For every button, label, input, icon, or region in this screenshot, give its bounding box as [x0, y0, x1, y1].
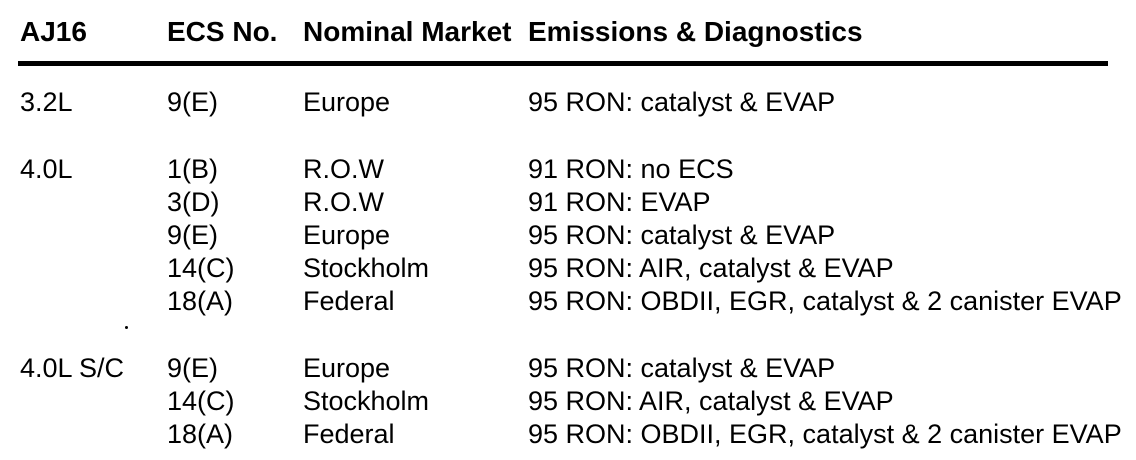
- engine-label: 4.0L S/C: [20, 353, 125, 383]
- ecs-no-cell: 9(E): [167, 220, 219, 250]
- emissions-cell: 95 RON: catalyst & EVAP: [528, 220, 836, 250]
- market-cell: Stockholm: [303, 386, 430, 416]
- engine-section-3-2l: 3.2L 9(E) Europe 95 RON: catalyst & EVAP: [0, 86, 1136, 119]
- table-body: 3.2L 9(E) Europe 95 RON: catalyst & EVAP…: [0, 86, 1136, 451]
- ecs-no-cell: 14(C): [167, 253, 235, 283]
- scan-speck-artifact: [125, 326, 128, 329]
- engine-label-empty: [20, 252, 167, 285]
- column-header-aj16: AJ16: [20, 16, 87, 47]
- table-row: 9(E) Europe 95 RON: catalyst & EVAP: [0, 219, 1136, 252]
- engine-label-empty: [20, 385, 167, 418]
- ecs-no-cell: 14(C): [167, 386, 235, 416]
- column-header-nominal-market: Nominal Market: [303, 16, 512, 47]
- engine-label-empty: [20, 186, 167, 219]
- column-header-emissions-diagnostics: Emissions & Diagnostics: [528, 16, 863, 47]
- engine-section-4-0l-sc: 4.0L S/C 9(E) Europe 95 RON: catalyst & …: [0, 352, 1136, 451]
- column-header-ecs-no: ECS No.: [167, 16, 278, 47]
- market-cell: Europe: [303, 220, 391, 250]
- market-cell: Europe: [303, 87, 391, 117]
- ecs-no-cell: 3(D): [167, 187, 220, 217]
- emissions-cell: 95 RON: catalyst & EVAP: [528, 353, 836, 383]
- engine-label-empty: [20, 285, 167, 318]
- market-cell: Europe: [303, 353, 391, 383]
- engine-label: 3.2L: [20, 87, 73, 117]
- ecs-no-cell: 18(A): [167, 286, 234, 316]
- table-row: 3.2L 9(E) Europe 95 RON: catalyst & EVAP: [0, 86, 1136, 119]
- emissions-cell: 95 RON: catalyst & EVAP: [528, 87, 836, 117]
- engine-label-empty: [20, 219, 167, 252]
- table-row: 4.0L 1(B) R.O.W 91 RON: no ECS: [0, 153, 1136, 186]
- emissions-cell: 95 RON: AIR, catalyst & EVAP: [528, 253, 894, 283]
- emissions-cell: 95 RON: AIR, catalyst & EVAP: [528, 386, 894, 416]
- header-rule: [18, 61, 1108, 66]
- engine-label-empty: [20, 418, 167, 451]
- table-row: 3(D) R.O.W 91 RON: EVAP: [0, 186, 1136, 219]
- ecs-no-cell: 9(E): [167, 353, 219, 383]
- table-row: 18(A) Federal 95 RON: OBDII, EGR, cataly…: [0, 418, 1136, 451]
- emissions-cell: 91 RON: EVAP: [528, 187, 711, 217]
- table-row: 4.0L S/C 9(E) Europe 95 RON: catalyst & …: [0, 352, 1136, 385]
- ecs-no-cell: 9(E): [167, 87, 219, 117]
- table-row: 14(C) Stockholm 95 RON: AIR, catalyst & …: [0, 252, 1136, 285]
- emissions-cell: 95 RON: OBDII, EGR, catalyst & 2 caniste…: [528, 419, 1122, 449]
- emissions-cell: 95 RON: OBDII, EGR, catalyst & 2 caniste…: [528, 286, 1122, 316]
- market-cell: Federal: [303, 286, 395, 316]
- emissions-cell: 91 RON: no ECS: [528, 154, 734, 184]
- market-cell: Stockholm: [303, 253, 430, 283]
- table-row: 14(C) Stockholm 95 RON: AIR, catalyst & …: [0, 385, 1136, 418]
- engine-label: 4.0L: [20, 154, 73, 184]
- market-cell: R.O.W: [303, 187, 384, 217]
- table-header-row: AJ16 ECS No. Nominal Market Emissions & …: [0, 16, 1136, 48]
- market-cell: R.O.W: [303, 154, 384, 184]
- table-row: 18(A) Federal 95 RON: OBDII, EGR, cataly…: [0, 285, 1136, 318]
- ecs-no-cell: 1(B): [167, 154, 219, 184]
- ecs-no-cell: 18(A): [167, 419, 234, 449]
- market-cell: Federal: [303, 419, 395, 449]
- engine-section-4-0l: 4.0L 1(B) R.O.W 91 RON: no ECS 3(D) R.O.…: [0, 153, 1136, 318]
